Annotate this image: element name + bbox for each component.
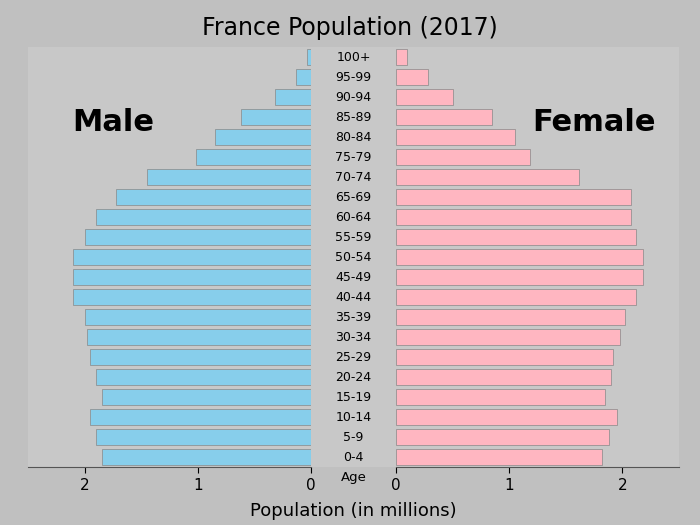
Bar (396, 309, 624, 326)
Text: 65-69: 65-69 (335, 191, 372, 204)
Bar (396, 369, 611, 385)
Text: 10-14: 10-14 (335, 411, 372, 424)
Bar (96, 429, 311, 445)
Text: 60-64: 60-64 (335, 211, 372, 224)
Text: Female: Female (532, 108, 656, 138)
Text: 50-54: 50-54 (335, 251, 372, 264)
Bar (396, 289, 636, 306)
Bar (396, 129, 514, 145)
Text: 40-44: 40-44 (335, 291, 372, 304)
Bar (396, 329, 620, 345)
Text: 90-94: 90-94 (335, 91, 372, 104)
Bar (85, 229, 311, 246)
Bar (396, 429, 609, 445)
Bar (396, 349, 613, 365)
Text: 100+: 100+ (336, 51, 371, 64)
Bar (396, 189, 631, 205)
Bar (85, 309, 311, 326)
Bar (396, 409, 617, 425)
Bar (74, 289, 311, 306)
Text: 95-99: 95-99 (335, 71, 372, 84)
Bar (215, 129, 311, 145)
Text: 0-4: 0-4 (343, 451, 364, 464)
Bar (74, 269, 311, 286)
Bar (396, 449, 602, 466)
Text: France Population (2017): France Population (2017) (202, 16, 498, 40)
Bar (396, 389, 606, 405)
Text: 55-59: 55-59 (335, 231, 372, 244)
Bar (396, 269, 643, 286)
Bar (96, 209, 311, 225)
Bar (396, 109, 492, 125)
Bar (396, 169, 580, 185)
Text: 35-39: 35-39 (335, 311, 372, 324)
Text: 70-74: 70-74 (335, 171, 372, 184)
Text: 5-9: 5-9 (343, 430, 364, 444)
Text: 85-89: 85-89 (335, 111, 372, 124)
Text: Population (in millions): Population (in millions) (250, 502, 457, 520)
Bar (396, 89, 453, 106)
Text: Age: Age (341, 471, 366, 484)
Bar (396, 49, 407, 66)
Bar (396, 249, 643, 266)
Bar (74, 249, 311, 266)
Bar (396, 69, 428, 86)
Text: 20-24: 20-24 (335, 371, 372, 384)
Bar (116, 189, 311, 205)
Bar (195, 149, 311, 165)
Text: Male: Male (72, 108, 154, 138)
Bar (396, 149, 530, 165)
Bar (147, 169, 311, 185)
Text: 45-49: 45-49 (335, 271, 372, 284)
Bar (296, 69, 311, 86)
Bar (241, 109, 311, 125)
Bar (96, 369, 311, 385)
Text: 15-19: 15-19 (335, 391, 372, 404)
Text: 75-79: 75-79 (335, 151, 372, 164)
Bar (90, 409, 311, 425)
Bar (87, 329, 311, 345)
Text: 25-29: 25-29 (335, 351, 372, 364)
Bar (396, 229, 636, 246)
Bar (307, 49, 311, 66)
Text: 30-34: 30-34 (335, 331, 372, 344)
Bar (102, 389, 311, 405)
Text: 80-84: 80-84 (335, 131, 372, 144)
Bar (396, 209, 631, 225)
Bar (102, 449, 311, 466)
Bar (275, 89, 311, 106)
Bar (90, 349, 311, 365)
